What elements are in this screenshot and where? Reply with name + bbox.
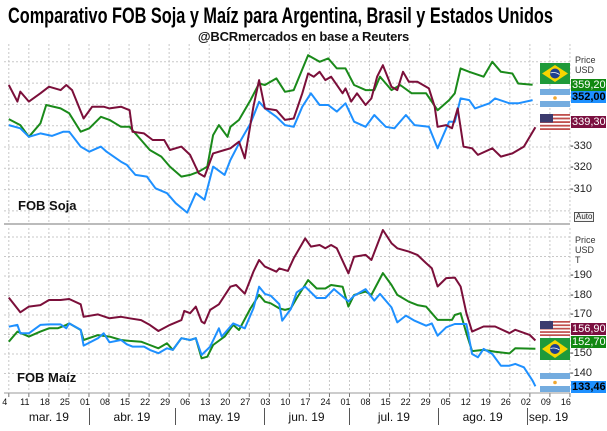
soja-estados_unidos-line [7,64,537,178]
x-tick-label: 05 [440,397,451,407]
x-tick-label: 16 [560,397,571,407]
usa-flag-icon [540,321,570,336]
x-tick-label: 01 [340,397,351,407]
maiz-brasil-last-value: 152,70 [571,336,606,348]
x-tick-label: 17 [300,397,311,407]
x-tick-label: 15 [380,397,391,407]
month-separator [527,408,528,425]
x-tick-label: 4 [2,397,8,407]
x-tick-label: 13 [200,397,211,407]
y-tick-label: 190 [570,270,592,281]
x-tick-label: 29 [160,397,171,407]
x-tick-label: 22 [140,397,151,407]
month-separator [438,408,440,425]
maiz-usa-last-value: 156,90 [571,323,606,335]
x-tick-label: 20 [220,397,231,407]
x-tick-label: 11 [20,397,30,407]
x-tick-label: 09 [540,397,551,407]
soja-argentina-line [8,92,533,214]
x-tick-label: 24 [320,397,331,407]
month-separator [349,408,351,425]
month-label: may. 19 [198,410,241,424]
month-label: abr. 19 [113,410,151,424]
month-separator [263,408,265,425]
soja-brasil-last-value: 359,20 [571,79,606,91]
x-tick-label: 02 [520,397,531,407]
auto-scale-button[interactable]: Auto [574,212,595,222]
x-tick-label: 08 [99,397,111,407]
maiz-estados_unidos-line [8,229,537,342]
maiz-argentina-last-value: 133,46 [571,381,606,393]
soja-panel-label: FOB Soja [18,198,77,213]
x-tick-label: 15 [120,397,131,407]
x-tick-label: 10 [280,397,291,407]
month-label: jun. 19 [288,410,325,424]
month-separator [88,408,90,425]
month-separator [174,408,176,425]
x-tick-label: 03 [260,397,271,407]
maiz-panel-label: FOB Maíz [17,370,77,385]
x-tick-label: 26 [500,397,511,407]
soja-y-unit: Price USD [575,55,596,75]
x-tick-label: 12 [460,397,471,407]
y-tick-label: 150 [570,348,592,359]
chart-subtitle: @BCRmercados en base a Reuters [197,29,410,44]
x-tick-label: 18 [39,397,50,407]
x-tick-label: 19 [480,397,491,407]
y-tick-label: 140 [570,367,592,379]
gridlines [4,44,571,397]
y-tick-label: 310 [570,183,592,195]
soja-brasil-line [8,54,533,178]
x-tick-label: 06 [180,397,191,407]
y-tick-label: 320 [570,162,592,173]
y-tick-label: 170 [570,309,592,320]
month-label: ago. 19 [462,410,503,424]
soja-argentina-last-value: 352,00 [571,91,606,103]
x-tick-label: 22 [400,397,411,407]
x-tick-label: 29 [420,397,431,407]
argentina-flag-icon [540,373,570,392]
x-tick-label: 01 [79,397,90,407]
month-label: sep. 19 [528,410,569,424]
y-tick-label: 180 [570,289,592,301]
maiz-y-unit: Price USD T [575,235,596,265]
chart-title: Comparativo FOB Soja y Maíz para Argenti… [8,3,553,28]
series-lines [7,54,537,387]
maiz-argentina-line [8,285,537,387]
x-tick-label: 27 [240,397,251,407]
brazil-flag-icon [540,338,570,360]
month-label: mar. 19 [28,410,69,424]
soja-usa-last-value: 339,30 [571,116,606,128]
y-tick-label: 330 [570,141,592,152]
month-label: jul. 19 [377,410,410,424]
x-tick-label: 25 [59,397,70,407]
x-tick-label: 08 [360,397,371,407]
brazil-flag-icon [540,63,570,84]
usa-flag-icon [540,114,570,130]
argentina-flag-icon [540,89,570,107]
